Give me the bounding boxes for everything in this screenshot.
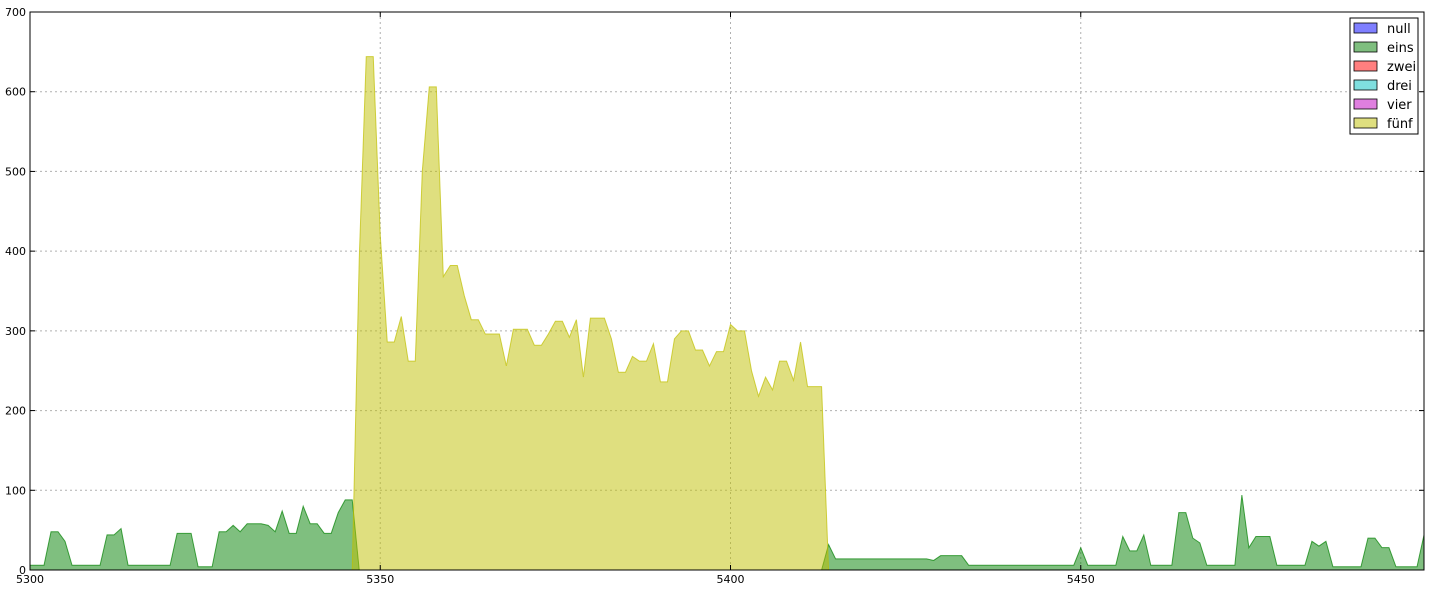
legend-label: null — [1387, 22, 1411, 37]
legend-swatch — [1353, 41, 1378, 53]
y-tick-label: 700 — [5, 6, 26, 19]
y-tick-label: 200 — [5, 405, 26, 418]
y-tick-label: 0 — [19, 564, 26, 577]
y-tick-label: 100 — [5, 484, 26, 497]
legend-label: vier — [1387, 98, 1412, 113]
y-tick-label: 400 — [5, 245, 26, 258]
y-tick-label: 600 — [5, 86, 26, 99]
series-area-5 — [351, 56, 830, 571]
legend: null eins zwei drei vier fünf — [1349, 17, 1419, 135]
legend-swatch — [1353, 98, 1378, 110]
x-tick-label: 5300 — [16, 573, 44, 586]
x-tick-label: 5400 — [717, 573, 745, 586]
legend-swatch — [1353, 79, 1378, 91]
x-tick-label: 5450 — [1067, 573, 1095, 586]
legend-label: drei — [1387, 79, 1412, 94]
legend-label: zwei — [1387, 60, 1416, 75]
y-tick-label: 500 — [5, 165, 26, 178]
legend-box — [1349, 17, 1419, 135]
x-tick-label: 5350 — [366, 573, 394, 586]
plot-frame — [29, 11, 1425, 571]
legend-label: eins — [1387, 41, 1414, 56]
legend-swatch — [1353, 117, 1378, 129]
legend-swatch — [1353, 60, 1378, 72]
legend-swatch — [1353, 22, 1378, 34]
axis-ticks: 5300 5350 5400 5450 0 100 200 300 400 500 600 700 — [5, 6, 1424, 586]
y-tick-label: 300 — [5, 325, 26, 338]
series-areas — [29, 56, 1425, 571]
series-area-1 — [29, 495, 1425, 571]
legend-label: fünf — [1387, 117, 1413, 132]
